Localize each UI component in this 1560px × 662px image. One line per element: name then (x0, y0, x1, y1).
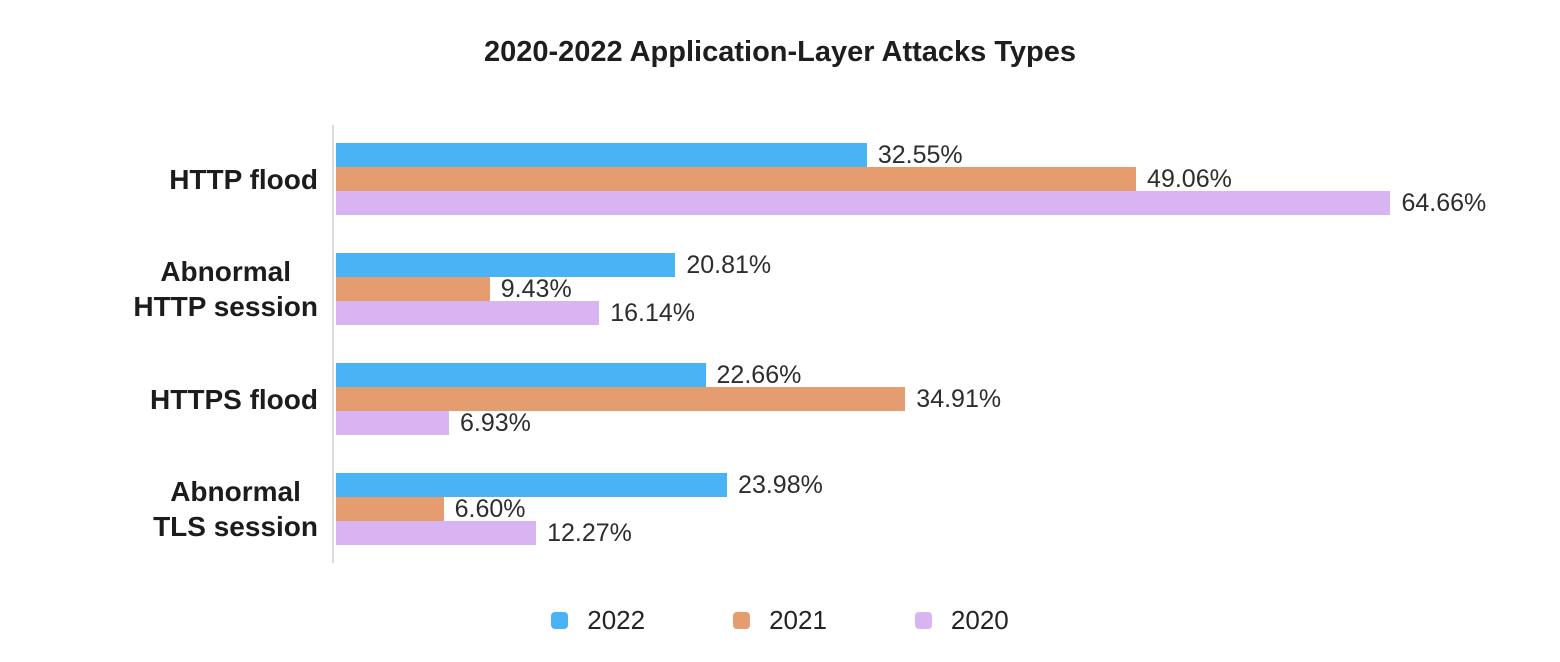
bar-2021[interactable] (336, 167, 1137, 191)
value-label: 34.91% (916, 385, 1002, 413)
legend: 2022 2021 2020 (0, 604, 1560, 636)
category-label-line: HTTPS flood (150, 383, 318, 415)
bar-group: HTTP flood 32.55% 49.06% 64.66% (0, 141, 1560, 217)
value-label: 12.27% (547, 519, 632, 547)
value-label: 22.66% (716, 361, 802, 389)
legend-label: 2022 (587, 605, 646, 635)
value-label: 23.98% (738, 471, 823, 499)
value-label: 49.06% (1147, 165, 1232, 193)
category-label-line: TLS session (153, 511, 318, 542)
bar-chart: HTTP flood 32.55% 49.06% 64.66% Abnormal HTTP… (0, 125, 1560, 570)
category-label: Abnormal TLS session (153, 474, 318, 544)
legend-label: 2020 (950, 605, 1009, 635)
legend-item-2020[interactable]: 2020 (914, 604, 1009, 636)
bar-2022[interactable] (336, 363, 706, 387)
bar-2022[interactable] (336, 473, 728, 497)
bar-group: Abnormal TLS session 23.98% 6.60% 12.27% (0, 471, 1560, 547)
bar-2021[interactable] (336, 497, 444, 521)
legend-swatch-2021 (733, 611, 751, 629)
bar-group: HTTPS flood 22.66% 34.91% 6.93% (0, 361, 1560, 437)
bar-2020[interactable] (336, 411, 449, 435)
value-label: 9.43% (500, 275, 572, 303)
legend-swatch-2020 (914, 611, 932, 629)
bar-2021[interactable] (336, 387, 906, 411)
legend-label: 2021 (769, 605, 827, 635)
value-label: 20.81% (686, 251, 772, 279)
category-label: HTTP flood (169, 162, 318, 197)
bar-group: Abnormal HTTP session 20.81% 9.43% 16.14% (0, 251, 1560, 327)
category-label-wrap: HTTP flood (0, 143, 318, 215)
category-label: HTTPS flood (150, 382, 318, 417)
value-label: 6.60% (454, 495, 526, 523)
category-label-wrap: Abnormal HTTP session (0, 253, 318, 325)
category-label-line: HTTP flood (169, 163, 318, 195)
bar-2020[interactable] (336, 521, 537, 545)
bar-2020[interactable] (336, 301, 600, 325)
value-label: 32.55% (877, 141, 963, 169)
value-label: 16.14% (610, 299, 695, 327)
bar-2020[interactable] (336, 191, 1391, 215)
chart-title: 2020-2022 Application-Layer Attacks Type… (483, 36, 1077, 68)
category-label-line: Abnormal (170, 476, 301, 507)
category-label-wrap: HTTPS flood (0, 363, 318, 435)
y-axis-line (332, 125, 334, 563)
category-label-line: HTTP session (133, 291, 318, 322)
legend-swatch-2022 (551, 611, 569, 629)
category-label-wrap: Abnormal TLS session (0, 473, 318, 545)
category-label-line: Abnormal (160, 256, 292, 287)
category-label: Abnormal HTTP session (133, 254, 318, 324)
bar-2022[interactable] (336, 253, 676, 277)
legend-item-2021[interactable]: 2021 (733, 604, 827, 636)
value-label: 64.66% (1401, 189, 1487, 217)
bar-2021[interactable] (336, 277, 490, 301)
legend-item-2022[interactable]: 2022 (551, 604, 645, 636)
value-label: 6.93% (460, 409, 531, 437)
bar-2022[interactable] (336, 143, 867, 167)
